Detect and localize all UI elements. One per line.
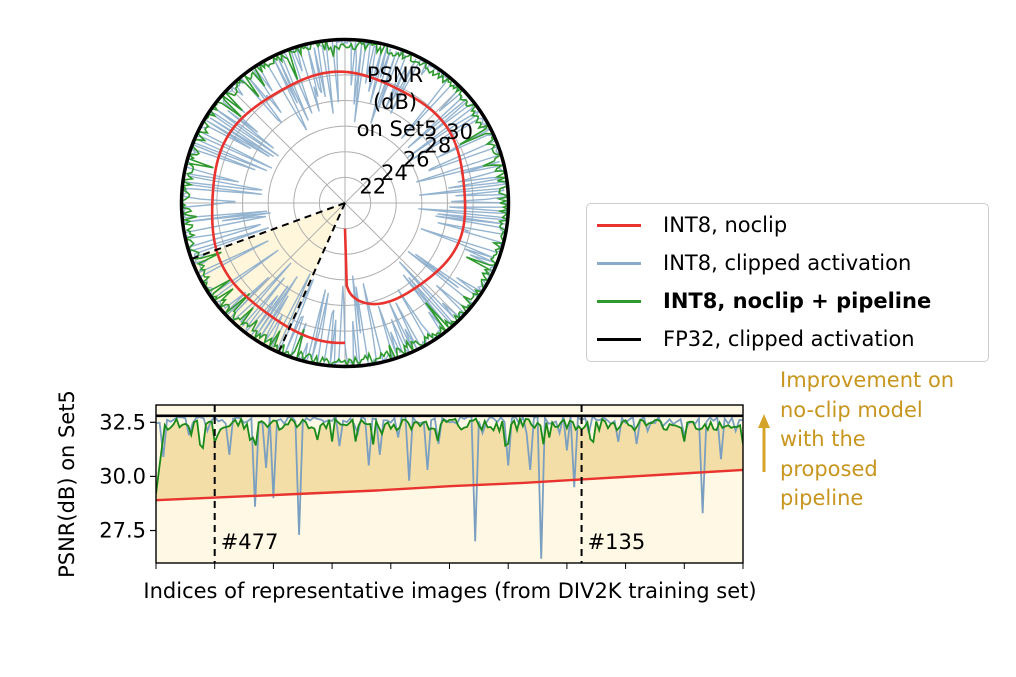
y-axis-label: PSNR(dB) on Set5 [55,390,79,578]
polar-grid-spoke [344,202,462,320]
y-tick-label: 32.5 [99,410,146,434]
legend-item-int8-noclip: INT8, noclip [597,210,787,240]
annotation-line: no-clip model [780,397,923,422]
legend-label: INT8, noclip [663,213,788,237]
radial-tick-label: 22 [359,174,386,198]
legend-item-int8-clipped: INT8, clipped activation [597,248,911,278]
improvement-annotation: Improvement on no-clip model with the pr… [780,366,1010,514]
line-series-int8-noclip [156,468,743,502]
x-axis-label: Indices of representative images (from D… [143,579,756,603]
annotation-line: proposed [780,456,878,481]
polar-grid-spoke [228,86,346,204]
x-ticks [155,563,744,569]
polar-dashed-line-477 [190,202,346,261]
vertical-marker-label: #477 [221,530,279,554]
legend-swatch [597,299,641,303]
radial-tick-label: 30 [446,120,473,144]
legend-swatch [597,337,641,341]
legend-label: INT8, noclip + pipeline [663,289,932,313]
annotation-line: pipeline [780,486,864,510]
polar-title-line-1: PSNR [367,63,423,87]
legend-label: INT8, clipped activation [663,251,912,275]
annotation-line: Improvement on [780,368,955,392]
line-series-int8-pipeline [156,415,743,494]
radial-tick-label: 26 [403,147,430,171]
up-arrow-icon [758,414,770,472]
line-series-int8-clipped [156,413,743,559]
legend-swatch [597,261,641,265]
vertical-marker-label: #135 [588,530,646,554]
legend-label: FP32, clipped activation [663,327,915,351]
legend-swatch [597,223,641,227]
vertical-markers: #477 #135 [213,405,646,563]
legend: INT8, noclip INT8, clipped activation IN… [586,203,989,362]
legend-item-int8-pipeline: INT8, noclip + pipeline [597,286,931,316]
legend-item-fp32-clipped: FP32, clipped activation [597,324,915,354]
y-tick-label: 27.5 [99,519,146,543]
polar-frame [179,37,511,369]
polar-title-line-3: on Set5 [357,117,438,141]
radial-tick-label: 24 [381,161,408,185]
polar-dashed-line-135 [277,202,346,354]
y-ticks: 27.5 30.0 32.5 [99,410,156,543]
annotation-line: with the [780,427,866,451]
line-chart: #477 #135 27.5 30.0 32.5 Indices of represe… [55,390,757,603]
polar-grid-spoke [344,86,462,204]
line-series [156,413,743,559]
radial-tick-label: 28 [425,134,452,158]
polar-series-int8-noclip [210,70,467,345]
polar-title-line-2: (dB) [373,90,417,114]
y-tick-label: 30.0 [99,464,146,488]
